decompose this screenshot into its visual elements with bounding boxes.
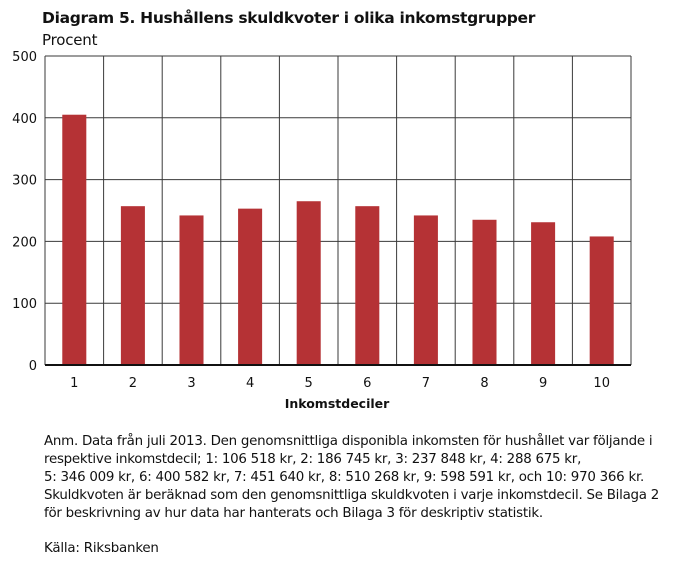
note-line: 5: 346 009 kr, 6: 400 582 kr, 7: 451 640… bbox=[44, 470, 644, 485]
x-tick-label: 1 bbox=[70, 376, 78, 391]
bar bbox=[179, 215, 204, 365]
x-tick-label: 3 bbox=[187, 376, 195, 391]
y-tick-label: 300 bbox=[12, 174, 37, 189]
note-line: Skuldkvoten är beräknad som den genomsni… bbox=[44, 488, 660, 503]
x-tick-label: 2 bbox=[129, 376, 137, 391]
y-tick-label: 100 bbox=[12, 297, 37, 312]
source: Källa: Riksbanken bbox=[44, 541, 159, 556]
note-line: för beskrivning av hur data har hanterat… bbox=[44, 506, 543, 521]
y-tick-labels: 0 100 200 300 400 500 bbox=[12, 50, 37, 374]
bar bbox=[296, 201, 321, 365]
bar bbox=[238, 208, 263, 365]
y-tick-label: 500 bbox=[12, 50, 37, 65]
y-tick-label: 200 bbox=[12, 235, 37, 250]
x-tick-label: 7 bbox=[422, 376, 430, 391]
chart-subtitle: Procent bbox=[42, 31, 98, 49]
bar bbox=[413, 215, 438, 365]
x-tick-labels: 1 2 3 4 5 6 7 8 9 10 bbox=[70, 376, 610, 391]
note-line: Anm. Data från juli 2013. Den genomsnitt… bbox=[44, 434, 653, 449]
x-tick-label: 10 bbox=[593, 376, 610, 391]
x-axis-label: Inkomstdeciler bbox=[285, 396, 390, 411]
bar bbox=[531, 222, 556, 365]
bar bbox=[120, 206, 145, 365]
y-tick-label: 400 bbox=[12, 112, 37, 127]
x-tick-label: 9 bbox=[539, 376, 547, 391]
bar-chart: 0 100 200 300 400 500 1 2 3 4 5 6 7 8 9 10 Inkomstdeci… bbox=[12, 50, 632, 411]
bar bbox=[355, 206, 380, 365]
note-line: respektive inkomstdecil; 1: 106 518 kr, … bbox=[44, 452, 582, 467]
x-tick-label: 8 bbox=[480, 376, 488, 391]
x-tick-label: 4 bbox=[246, 376, 254, 391]
chart-title: Diagram 5. Hushållens skuldkvoter i olik… bbox=[42, 9, 536, 27]
bar bbox=[472, 219, 497, 365]
x-tick-label: 5 bbox=[305, 376, 313, 391]
note: Anm. Data från juli 2013. Den genomsnitt… bbox=[44, 433, 669, 523]
bar bbox=[62, 114, 87, 366]
y-tick-label: 0 bbox=[29, 359, 37, 374]
bar bbox=[589, 236, 614, 365]
x-tick-label: 6 bbox=[363, 376, 371, 391]
bars bbox=[62, 114, 614, 366]
